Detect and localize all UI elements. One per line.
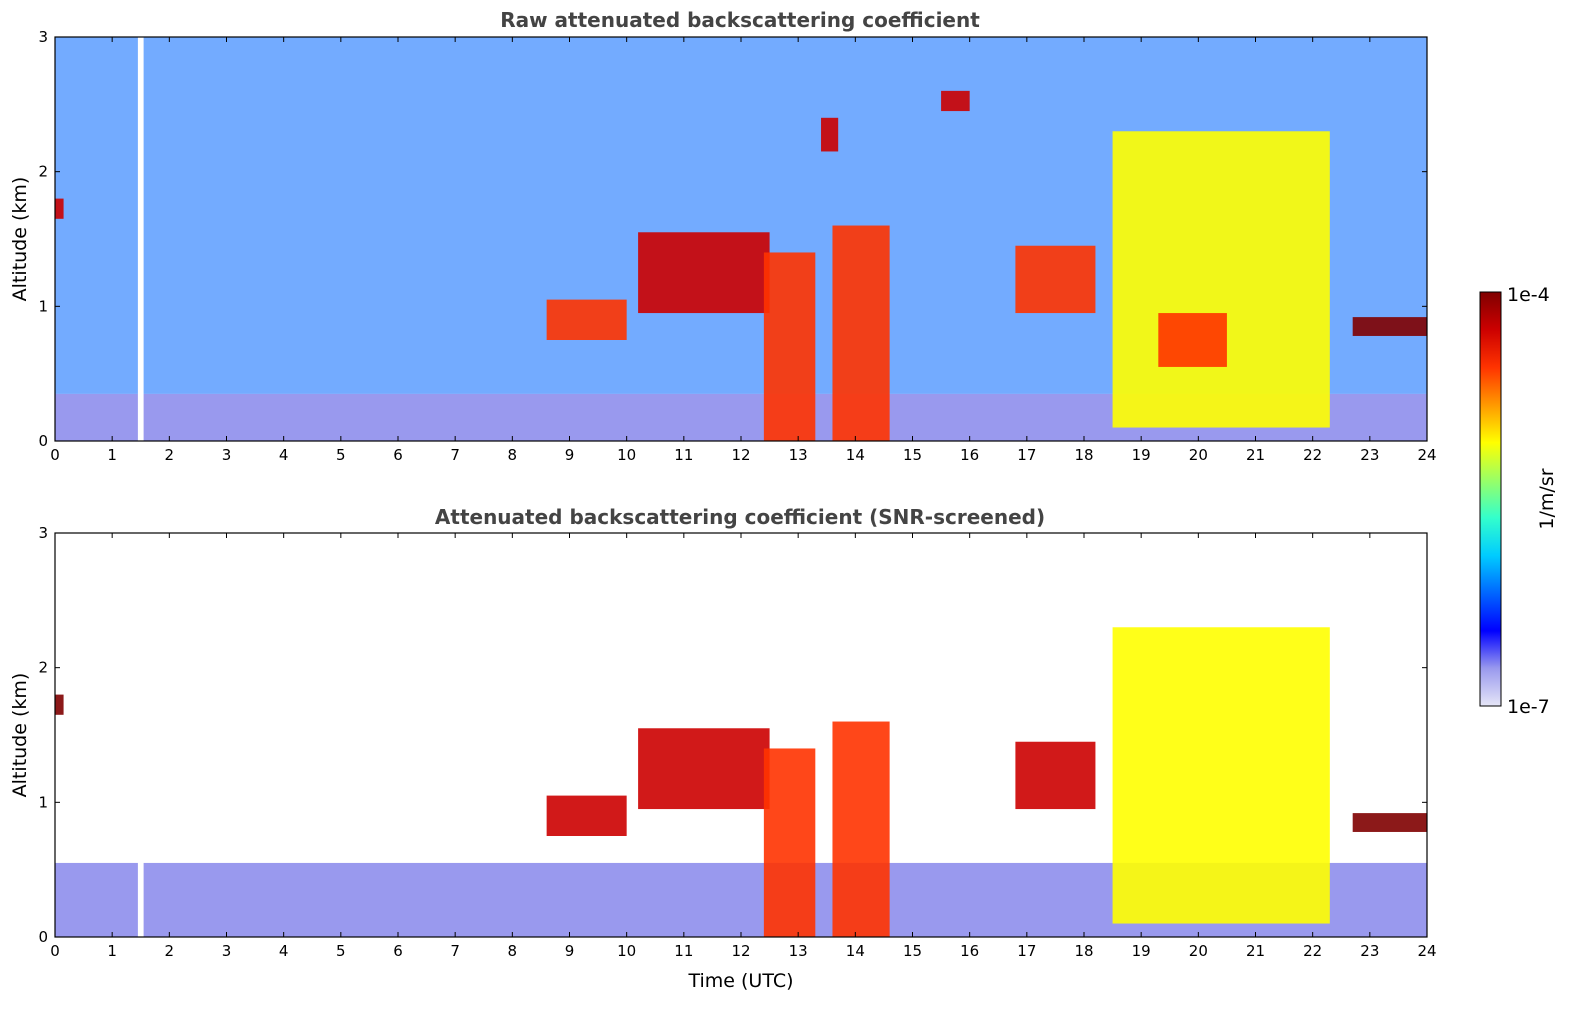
xtick-label-raw: 1 — [107, 446, 117, 464]
ytick-label-raw: 1 — [38, 297, 48, 315]
xtick-label-screened: 7 — [450, 942, 460, 960]
xtick-label-screened: 3 — [222, 942, 232, 960]
cloud-raw-4 — [546, 299, 627, 340]
colorbar — [1479, 291, 1502, 707]
data-gap-screened — [137, 533, 144, 937]
xtick-label-raw: 10 — [617, 446, 636, 464]
xtick-label-screened: 9 — [565, 942, 575, 960]
cloud-screened-5 — [763, 748, 816, 937]
xtick-label-screened: 23 — [1360, 942, 1379, 960]
xtick-label-raw: 7 — [450, 446, 460, 464]
xtick-label-screened: 17 — [1017, 942, 1036, 960]
heatmap-raw — [55, 37, 1427, 441]
xtick-label-screened: 20 — [1189, 942, 1208, 960]
ytick-label-screened: 0 — [38, 928, 48, 946]
xtick-label-raw: 11 — [674, 446, 693, 464]
colorbar-max-label: 1e-4 — [1507, 284, 1550, 306]
xtick-label-screened: 24 — [1417, 942, 1436, 960]
xtick-label-screened: 4 — [279, 942, 289, 960]
xtick-label-screened: 8 — [508, 942, 518, 960]
xtick-label-raw: 14 — [846, 446, 865, 464]
xtick-label-raw: 18 — [1074, 446, 1093, 464]
ylabel-screened: Altitude (km) — [9, 673, 31, 798]
cloud-screened-4 — [638, 728, 770, 810]
xtick-label-raw: 24 — [1417, 446, 1436, 464]
xtick-label-raw: 22 — [1303, 446, 1322, 464]
xtick-label-screened: 14 — [846, 942, 865, 960]
xtick-label-raw: 23 — [1360, 446, 1379, 464]
heatmap-screened — [55, 533, 1427, 937]
xtick-label-raw: 9 — [565, 446, 575, 464]
chart-title-screened: Attenuated backscattering coefficient (S… — [435, 505, 1045, 529]
xtick-label-screened: 21 — [1246, 942, 1265, 960]
colorbar-min-label: 1e-7 — [1507, 696, 1550, 718]
xtick-label-raw: 8 — [508, 446, 518, 464]
cloud-raw-13 — [941, 90, 970, 112]
cloud-raw-11 — [1352, 317, 1427, 336]
cloud-raw-12 — [821, 117, 839, 152]
xtick-label-raw: 16 — [960, 446, 979, 464]
ytick-label-screened: 2 — [38, 659, 48, 677]
cloud-screened-7 — [1015, 741, 1096, 810]
colorbar-unit-label: 1/m/sr — [1536, 468, 1558, 529]
cloud-raw-7 — [832, 225, 890, 441]
cloud-raw-8 — [1015, 245, 1096, 314]
data-gap-raw — [137, 37, 144, 441]
xtick-label-raw: 3 — [222, 446, 232, 464]
xtick-label-screened: 10 — [617, 942, 636, 960]
xtick-label-raw: 0 — [50, 446, 60, 464]
xtick-label-screened: 16 — [960, 942, 979, 960]
ytick-label-screened: 3 — [38, 524, 48, 542]
xtick-label-screened: 13 — [789, 942, 808, 960]
xtick-label-raw: 13 — [789, 446, 808, 464]
ytick-label-raw: 0 — [38, 432, 48, 450]
xtick-label-screened: 19 — [1132, 942, 1151, 960]
ytick-label-raw: 2 — [38, 163, 48, 181]
ylabel-raw: Altitude (km) — [9, 177, 31, 302]
xtick-label-raw: 5 — [336, 446, 346, 464]
ytick-label-screened: 1 — [38, 793, 48, 811]
cloud-raw-10 — [1158, 313, 1227, 367]
cloud-raw-3 — [55, 198, 64, 219]
ytick-label-raw: 3 — [38, 28, 48, 46]
xtick-label-raw: 19 — [1132, 446, 1151, 464]
axis-ticks-raw: 0 1 2 3 4 5 6 7 8 9 10 11 12 13 14 15 16 17 18 19 20 21 22 23 24… — [38, 28, 1436, 464]
cloud-screened-9 — [1352, 813, 1427, 832]
xtick-label-raw: 4 — [279, 446, 289, 464]
cloud-screened-3 — [546, 795, 627, 836]
cloud-raw-9 — [1112, 131, 1330, 428]
xtick-label-screened: 2 — [165, 942, 175, 960]
xtick-label-raw: 12 — [731, 446, 750, 464]
xtick-label-screened: 22 — [1303, 942, 1322, 960]
cloud-screened-8 — [1112, 627, 1330, 924]
xtick-label-screened: 0 — [50, 942, 60, 960]
xtick-label-raw: 20 — [1189, 446, 1208, 464]
xtick-label-raw: 15 — [903, 446, 922, 464]
xtick-label-raw: 2 — [165, 446, 175, 464]
xlabel-time: Time (UTC) — [687, 970, 793, 992]
cloud-screened-6 — [832, 721, 890, 937]
xtick-label-raw: 17 — [1017, 446, 1036, 464]
xtick-label-screened: 11 — [674, 942, 693, 960]
axis-ticks-screened: 0 1 2 3 4 5 6 7 8 9 10 11 12 13 14 15 16 17 18 19 20 21 22 23 24… — [38, 524, 1436, 960]
xtick-label-screened: 12 — [731, 942, 750, 960]
cloud-screened-2 — [55, 694, 64, 715]
xtick-label-screened: 6 — [393, 942, 403, 960]
xtick-label-screened: 5 — [336, 942, 346, 960]
chart-title-raw: Raw attenuated backscattering coefficien… — [500, 8, 980, 32]
xtick-label-screened: 15 — [903, 942, 922, 960]
xtick-label-screened: 1 — [107, 942, 117, 960]
xtick-label-raw: 21 — [1246, 446, 1265, 464]
cloud-raw-5 — [638, 232, 770, 314]
xtick-label-screened: 18 — [1074, 942, 1093, 960]
xtick-label-raw: 6 — [393, 446, 403, 464]
cloud-raw-6 — [763, 252, 816, 441]
